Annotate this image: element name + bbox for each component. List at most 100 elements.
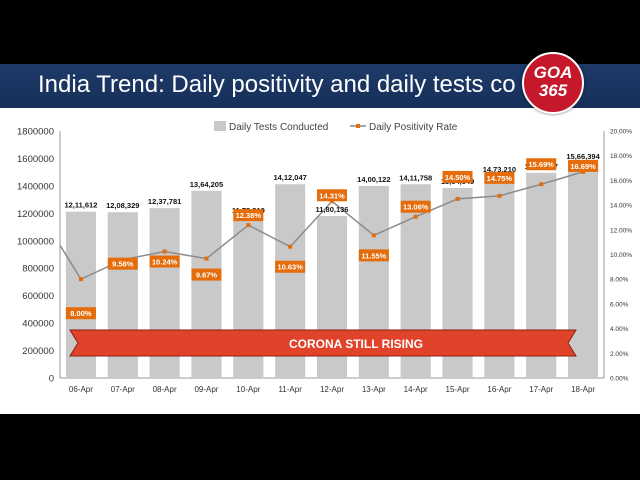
positivity-value-label: 10.63%	[277, 263, 303, 272]
y-tick-label-left: 1800000	[17, 127, 54, 138]
positivity-marker	[413, 214, 418, 219]
axes: 0 200000 400000 600000 800000 1000000 1200000 1…	[17, 127, 632, 395]
title-bar: India Trend: Daily positivity and daily …	[0, 52, 640, 114]
x-tick-label: 10-Apr	[236, 385, 260, 394]
logo-line1: GOA	[533, 63, 573, 82]
x-tick-label: 11-Apr	[278, 385, 302, 394]
y-tick-label-left: 200000	[22, 346, 54, 357]
positivity-label-box	[568, 159, 599, 172]
banner-text: CORONA STILL RISING	[289, 337, 423, 351]
positivity-value-label: 9.58%	[112, 260, 134, 269]
positivity-label-box	[149, 255, 180, 268]
x-tick-label: 15-Apr	[446, 385, 470, 394]
x-tick-label: 06-Apr	[69, 385, 93, 394]
positivity-marker	[539, 182, 544, 187]
positivity-marker	[162, 249, 167, 254]
legend: Daily Tests Conducted Daily Positivity R…	[214, 121, 458, 133]
positivity-marker	[371, 233, 376, 238]
positivity-value-label: 14.31%	[319, 191, 345, 200]
bar-value-label: 14,00,122	[357, 175, 390, 184]
legend-swatch-tests	[214, 121, 226, 131]
y-tick-label-right: 20.00%	[610, 129, 632, 136]
data-labels: 12,11,61212,08,32912,37,78113,64,20511,7…	[64, 152, 601, 320]
banner-shape	[69, 329, 577, 357]
positivity-value-label: 8.00%	[70, 309, 92, 318]
y-tick-label-left: 600000	[22, 291, 54, 302]
y-tick-label-right: 14.00%	[610, 203, 632, 210]
positivity-label-box	[400, 200, 431, 213]
bar-value-label: 15,66,394	[566, 152, 600, 161]
bar-value-label: 12,37,781	[148, 197, 181, 206]
positivity-label-box	[526, 158, 557, 171]
positivity-marker	[288, 244, 293, 249]
x-tick-label: 18-Apr	[571, 385, 595, 394]
y-tick-label-left: 1400000	[17, 181, 54, 192]
positivity-label-box	[275, 260, 306, 273]
positivity-value-label: 14.50%	[445, 173, 471, 182]
y-tick-label-right: 0.00%	[610, 376, 629, 383]
positivity-value-label: 10.24%	[152, 258, 178, 267]
positivity-label-box	[107, 257, 138, 270]
x-tick-label: 16-Apr	[487, 385, 511, 394]
positivity-label-box	[484, 171, 515, 184]
y-tick-label-right: 2.00%	[610, 351, 629, 358]
positivity-value-label: 13.06%	[403, 203, 429, 212]
y-tick-label-right: 12.00%	[610, 227, 632, 234]
positivity-value-label: 9.67%	[196, 271, 218, 280]
positivity-marker	[581, 169, 586, 174]
bar-value-label: 14,73,210	[483, 165, 516, 174]
bar-value-label: 12,11,612	[64, 201, 97, 210]
positivity-value-label: 11.55%	[361, 251, 386, 260]
y-tick-label-left: 0	[49, 374, 54, 385]
legend-label-positivity: Daily Positivity Rate	[369, 122, 458, 133]
headline-banner: CORONA STILL RISING	[69, 329, 577, 357]
y-tick-label-right: 18.00%	[610, 153, 632, 160]
positivity-label-box	[442, 170, 473, 183]
x-tick-label: 17-Apr	[529, 385, 553, 394]
y-tick-label-right: 6.00%	[610, 301, 629, 308]
x-tick-label: 13-Apr	[362, 385, 386, 394]
y-tick-label-right: 16.00%	[610, 178, 632, 185]
positivity-label-box	[65, 307, 96, 320]
positivity-label-box	[358, 249, 389, 262]
y-tick-label-left: 1600000	[17, 154, 54, 165]
bar-value-label: 13,64,205	[190, 180, 223, 189]
positivity-marker	[246, 223, 251, 228]
slide-title-main: India Trend: Daily positivity and daily …	[38, 71, 516, 98]
positivity-label-box	[191, 268, 222, 281]
positivity-marker	[455, 196, 460, 201]
x-tick-label: 09-Apr	[194, 385, 218, 394]
x-tick-label: 07-Apr	[111, 385, 135, 394]
bar-value-label: 14,12,047	[273, 173, 306, 182]
positivity-label-box	[317, 189, 347, 202]
slide-title: India Trend: Daily positivity and daily …	[38, 71, 580, 99]
combo-chart: 0 200000 400000 600000 800000 1000000 1200000 1…	[17, 121, 632, 395]
positivity-marker	[78, 277, 83, 282]
positivity-value-label: 14.75%	[487, 174, 513, 183]
x-tick-label: 14-Apr	[404, 385, 428, 394]
positivity-value-label: 16.69%	[570, 162, 596, 171]
positivity-value-label: 15.69%	[529, 160, 555, 169]
bar-value-label: 11,80,136	[316, 205, 349, 214]
y-tick-label-left: 400000	[22, 319, 54, 330]
positivity-value-label: 12.38%	[236, 211, 262, 220]
x-tick-label: 08-Apr	[153, 385, 177, 394]
bar-value-label: 12,08,329	[106, 201, 139, 210]
bar-value-label: 14,11,758	[399, 173, 432, 182]
y-tick-label-right: 10.00%	[610, 252, 632, 259]
y-tick-label-right: 4.00%	[610, 326, 629, 333]
positivity-label-box	[233, 209, 264, 222]
channel-logo: GOA 365	[522, 52, 584, 114]
positivity-marker	[497, 193, 502, 198]
y-tick-label-left: 800000	[22, 264, 54, 275]
y-tick-label-left: 1200000	[17, 209, 54, 220]
legend-swatch-positivity-marker	[356, 124, 360, 128]
positivity-marker	[204, 256, 209, 261]
bar-daily-tests	[568, 163, 599, 378]
logo-line2: 365	[538, 81, 568, 100]
legend-label-tests: Daily Tests Conducted	[229, 122, 328, 133]
y-tick-label-right: 8.00%	[610, 277, 629, 284]
x-tick-label: 12-Apr	[320, 385, 344, 394]
y-tick-label-left: 1000000	[17, 236, 54, 247]
slide-frame: India Trend: Daily positivity and daily …	[0, 52, 640, 414]
